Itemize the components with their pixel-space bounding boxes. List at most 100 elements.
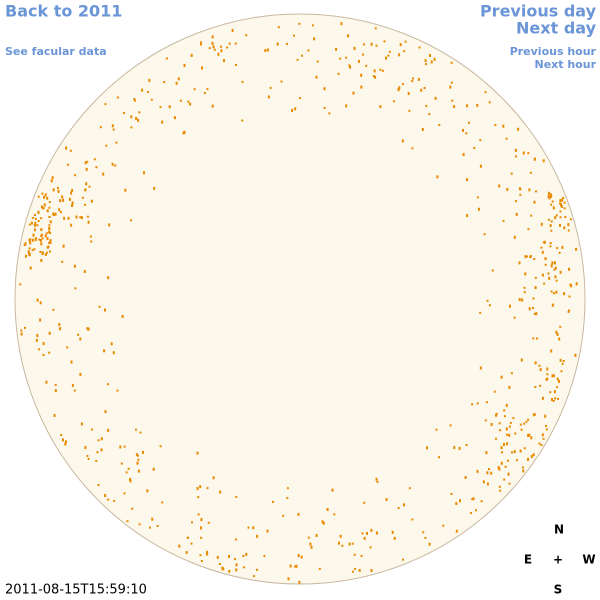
- facula-dot: [518, 261, 521, 265]
- facula-dot: [199, 554, 202, 557]
- facula-dot: [521, 298, 524, 302]
- facula-dot: [534, 386, 537, 388]
- facula-dot: [450, 61, 453, 64]
- facula-dot: [84, 161, 87, 165]
- facula-dot: [503, 478, 506, 481]
- facula-dot: [161, 501, 164, 504]
- facula-dot: [294, 565, 297, 568]
- facula-dot: [421, 128, 424, 131]
- facula-dot: [548, 197, 551, 200]
- facula-dot: [435, 428, 438, 431]
- facula-dot: [568, 309, 571, 312]
- facula-dot: [428, 542, 431, 546]
- facula-dot: [323, 106, 326, 109]
- facula-dot: [554, 275, 557, 279]
- facula-dot: [399, 43, 402, 47]
- facula-dot: [129, 478, 131, 481]
- facula-dot: [339, 534, 342, 538]
- facula-dot: [289, 564, 292, 568]
- facula-dot: [499, 489, 502, 492]
- facula-dot: [40, 242, 43, 246]
- facula-dot: [560, 203, 562, 207]
- facula-dot: [514, 148, 517, 152]
- prev-hour-link[interactable]: Previous hour: [510, 45, 597, 58]
- facula-dot: [206, 487, 209, 490]
- facula-dot: [547, 195, 550, 198]
- facula-dot: [52, 188, 55, 192]
- facula-dot: [524, 255, 527, 259]
- facula-dot: [498, 485, 501, 488]
- facula-dot: [436, 175, 439, 179]
- facula-dot: [504, 465, 507, 468]
- facula-dot: [471, 403, 474, 406]
- next-hour-link[interactable]: Next hour: [535, 58, 597, 71]
- facula-dot: [547, 272, 550, 275]
- facula-dot: [524, 272, 527, 276]
- facula-dot: [196, 487, 199, 490]
- facula-dot: [318, 568, 321, 570]
- facula-dot: [556, 386, 559, 389]
- facula-dot: [425, 63, 427, 66]
- facula-dot: [87, 220, 90, 224]
- facula-dot: [48, 201, 51, 203]
- facula-dot: [48, 206, 51, 209]
- facula-dot: [488, 101, 491, 104]
- facula-dot: [114, 164, 117, 167]
- facula-dot: [341, 544, 344, 547]
- prev-day-link[interactable]: Previous day: [480, 2, 597, 21]
- facula-dot: [486, 482, 489, 486]
- back-link[interactable]: Back to 2011: [5, 2, 122, 21]
- facula-dot: [138, 523, 141, 526]
- facula-dot: [403, 503, 406, 507]
- facula-dot: [545, 424, 547, 427]
- facula-dot: [508, 385, 511, 389]
- facula-dot: [349, 65, 352, 69]
- next-day-link[interactable]: Next day: [516, 19, 597, 38]
- facula-dot: [538, 442, 541, 445]
- facula-dot: [228, 42, 231, 45]
- facula-dot: [466, 178, 469, 182]
- facula-dot: [111, 124, 114, 128]
- facula-dot: [46, 196, 49, 200]
- facula-dot: [79, 372, 82, 376]
- facula-dot: [57, 189, 60, 193]
- facula-dot: [86, 160, 89, 163]
- facula-dot: [563, 207, 566, 210]
- facular-link[interactable]: See facular data: [5, 45, 107, 58]
- facula-dot: [297, 554, 300, 558]
- facula-dot: [550, 264, 553, 268]
- facula-dot: [245, 34, 248, 37]
- facula-dot: [235, 64, 237, 66]
- facula-dot: [272, 500, 274, 503]
- facula-dot: [505, 403, 508, 407]
- facula-dot: [97, 439, 100, 442]
- facula-dot: [541, 396, 544, 400]
- facula-dot: [393, 536, 396, 540]
- facula-dot: [165, 57, 168, 60]
- facula-dot: [373, 69, 376, 73]
- facula-dot: [71, 188, 74, 192]
- facula-dot: [533, 200, 536, 204]
- facula-dot: [516, 459, 518, 462]
- facula-dot: [58, 208, 61, 212]
- facula-dot: [282, 514, 285, 517]
- facula-dot: [49, 250, 51, 253]
- facula-dot: [68, 197, 71, 201]
- facula-dot: [147, 91, 150, 94]
- facula-dot: [514, 432, 517, 435]
- facula-dot: [54, 383, 57, 386]
- facula-dot: [200, 41, 202, 44]
- facula-dot: [465, 132, 468, 135]
- facula-dot: [135, 453, 138, 457]
- facula-dot: [296, 58, 299, 61]
- facula-dot: [28, 247, 31, 250]
- facula-dot: [79, 216, 82, 219]
- facula-dot: [93, 158, 96, 161]
- facula-dot: [491, 269, 494, 272]
- facula-dot: [348, 542, 351, 546]
- compass-e: E: [524, 553, 532, 567]
- facula-dot: [360, 554, 363, 557]
- facula-dot: [295, 564, 298, 568]
- facula-dot: [125, 471, 128, 474]
- facula-dot: [532, 307, 534, 309]
